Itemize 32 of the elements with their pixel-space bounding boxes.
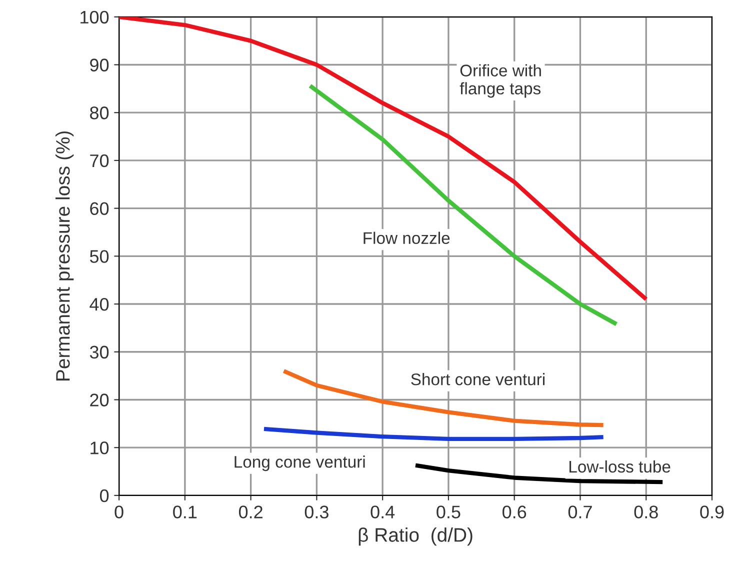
x-tick-label: 0.5: [436, 506, 460, 518]
x-tick-label: 0.3: [304, 506, 328, 518]
x-tick-label: 0.1: [173, 506, 197, 518]
x-tick-label: 0: [114, 506, 124, 518]
line-series: [262, 426, 606, 442]
y-tick-label: 20: [90, 394, 109, 406]
series-label: Low-loss tube: [570, 460, 670, 473]
x-tick-label: 0.4: [370, 506, 395, 518]
x-tick-label: 0.8: [634, 506, 658, 518]
line-series: [308, 84, 619, 326]
y-axis-title: Permanent pressure loss (%): [56, 131, 74, 380]
y-tick-label: 50: [90, 250, 109, 263]
y-tick-label: 0: [100, 489, 109, 502]
y-tick-label: 80: [90, 106, 109, 120]
y-tick-label: 90: [90, 58, 109, 72]
y-tick-label: 30: [90, 346, 109, 359]
y-tick-label: 10: [90, 442, 109, 454]
x-tick-label: 0.2: [238, 506, 262, 518]
x-tick-label: 0.7: [568, 506, 592, 518]
series-label: Flow nozzle: [364, 232, 450, 244]
x-tick-label: 0.6: [502, 506, 526, 518]
text: Orifice with flange taps: [460, 64, 541, 98]
series-label: Short cone venturi: [411, 373, 544, 386]
y-tick-label: 70: [90, 154, 109, 168]
y-tick-label: 40: [90, 298, 109, 311]
y-tick-label: 100: [80, 10, 109, 24]
series-label: Long cone venturi: [234, 456, 365, 472]
line-series: [119, 16, 648, 302]
x-tick-label: 0.9: [700, 506, 724, 518]
line-series: [282, 368, 606, 428]
x-axis-title: β Ratio (d/D): [358, 528, 472, 546]
y-tick-label: 60: [90, 202, 109, 216]
